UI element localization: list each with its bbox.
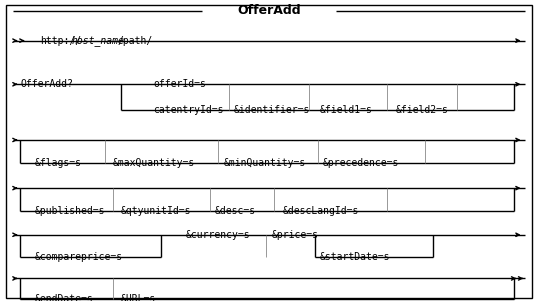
Text: &URL=s: &URL=s <box>121 294 157 301</box>
Text: &compareprice=s: &compareprice=s <box>35 252 123 262</box>
Text: offerId=s: offerId=s <box>153 79 206 89</box>
Text: &desc=s: &desc=s <box>215 206 256 216</box>
Text: /path/: /path/ <box>117 36 153 46</box>
Text: &descLangId=s: &descLangId=s <box>282 206 359 216</box>
Text: &currency=s: &currency=s <box>186 230 250 240</box>
Text: &maxQuantity=s: &maxQuantity=s <box>113 157 195 168</box>
Text: OfferAdd: OfferAdd <box>237 4 301 17</box>
Text: &field1=s: &field1=s <box>320 105 373 115</box>
Text: host_name: host_name <box>72 35 124 46</box>
Text: &field2=s: &field2=s <box>395 105 448 115</box>
Text: &qtyunitId=s: &qtyunitId=s <box>121 206 192 216</box>
Text: &flags=s: &flags=s <box>35 157 82 168</box>
Text: &startDate=s: &startDate=s <box>320 252 391 262</box>
Text: &price=s: &price=s <box>272 230 318 240</box>
Text: http://: http:// <box>40 36 81 46</box>
Text: &published=s: &published=s <box>35 206 105 216</box>
Text: OfferAdd?: OfferAdd? <box>20 79 73 89</box>
Text: &endDate=s: &endDate=s <box>35 294 94 301</box>
Text: catentryId=s: catentryId=s <box>153 105 224 115</box>
Text: &identifier=s: &identifier=s <box>234 105 310 115</box>
Text: &minQuantity=s: &minQuantity=s <box>223 157 306 168</box>
Text: &precedence=s: &precedence=s <box>323 157 399 168</box>
